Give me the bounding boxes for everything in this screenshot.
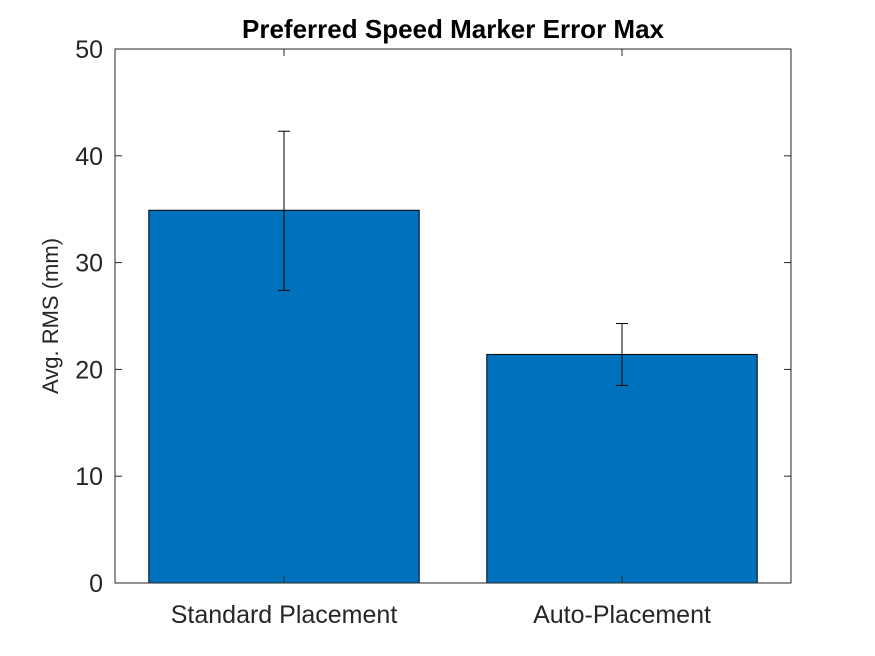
x-tick-label: Standard Placement (171, 601, 398, 629)
y-tick-label: 20 (75, 356, 103, 384)
x-tick-label: Auto-Placement (533, 601, 711, 629)
bar (486, 353, 758, 584)
y-tick-label: 30 (75, 250, 103, 278)
axes-box (114, 48, 792, 584)
y-tick-label: 0 (89, 570, 103, 598)
chart-title: Preferred Speed Marker Error Max (242, 14, 665, 44)
plot-area: Standard Placement Auto-Placement 0 10 20 30 4… (75, 36, 792, 629)
y-tick-label: 50 (75, 36, 103, 64)
y-tick-label: 40 (75, 143, 103, 171)
y-axis-label: Avg. RMS (mm) (38, 238, 63, 394)
y-tick-label: 10 (75, 463, 103, 491)
